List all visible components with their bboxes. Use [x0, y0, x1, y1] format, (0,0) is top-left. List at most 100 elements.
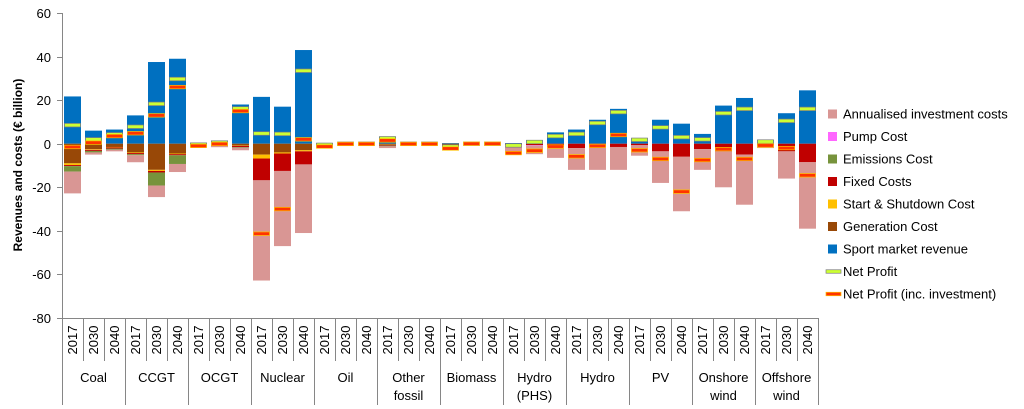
category-axis-layer: 2017 2030 2040 2017 2030 2040 2017 2030 2040 2017…: [62, 318, 819, 405]
bar-sport-market-revenue-hydro-2030: [589, 119, 606, 144]
year-label: 2030: [779, 326, 794, 355]
bar-generation-cost-coal-2030: [85, 143, 102, 150]
marker-net-profit-inc-investment-other-fossil-2030: [400, 141, 417, 147]
marker-net-profit-inc-investment-hydro-phs-2017: [505, 150, 522, 156]
marker-net-profit-hydro-2017: [568, 131, 585, 137]
marker-net-profit-inc-investment-nuclear-2030: [274, 206, 291, 212]
marker-net-profit-inc-investment-ccgt-2040: [169, 84, 186, 90]
year-label: 2017: [191, 326, 206, 355]
marker-net-profit-inc-investment-ccgt-2030: [148, 113, 165, 118]
bar-generation-cost-ccgt-2030: [148, 143, 165, 170]
year-label: 2017: [695, 326, 710, 355]
legend-swatch: [828, 154, 837, 164]
bar-sport-market-revenue-ccgt-2040: [169, 58, 186, 144]
bar-generation-cost-ocgt-2040: [232, 143, 249, 146]
bar-fixed-costs-nuclear-2017: [253, 158, 270, 181]
group-label-pv: PV: [651, 370, 670, 385]
bar-annualised-investment-costs-onshore-wind-2040: [736, 154, 753, 205]
group-label-oil: Oil: [337, 370, 354, 385]
bar-emissions-cost-ocgt-2040: [232, 146, 249, 148]
legend-swatch: [828, 132, 837, 141]
bar-generation-cost-nuclear-2040: [295, 143, 312, 151]
bar-fixed-costs-pv-2040: [673, 143, 690, 157]
legend-label: Emissions Cost: [843, 152, 933, 167]
y-axis-title: Revenues and costs (€ billion): [11, 79, 25, 252]
marker-net-profit-inc-investment-oil-2040: [358, 141, 375, 147]
bar-fixed-costs-nuclear-2030: [274, 153, 291, 171]
y-tick-label: -20: [32, 180, 51, 195]
bar-start-shutdown-cost-nuclear-2040: [295, 150, 312, 152]
bar-annualised-investment-costs-ocgt-2040: [232, 147, 249, 151]
marker-net-profit-onshore-wind-2040: [736, 106, 753, 111]
year-label: 2030: [86, 326, 101, 355]
bar-generation-cost-nuclear-2030: [274, 143, 291, 153]
y-tick-label: -80: [32, 311, 51, 326]
marker-net-profit-onshore-wind-2017: [694, 137, 711, 142]
marker-net-profit-inc-investment-hydro-phs-2040: [547, 144, 564, 149]
bar-fixed-costs-onshore-wind-2017: [694, 143, 711, 150]
legend-label: Generation Cost: [843, 219, 938, 234]
bar-annualised-investment-costs-ccgt-2017: [127, 155, 144, 163]
y-tick-label: -40: [32, 224, 51, 239]
legend-swatch: [828, 244, 837, 254]
year-label: 2017: [506, 326, 521, 355]
marker-net-profit-inc-investment-nuclear-2040: [295, 137, 312, 142]
bar-sport-market-revenue-coal-2017: [64, 96, 81, 144]
bar-fixed-costs-coal-2030: [85, 149, 102, 151]
legend-swatch: [828, 222, 837, 231]
marker-net-profit-inc-investment-pv-2040: [673, 189, 690, 194]
bar-fixed-costs-other-fossil-2017: [379, 145, 396, 146]
marker-net-profit-pv-2040: [673, 135, 690, 140]
bar-fixed-costs-nuclear-2040: [295, 151, 312, 165]
bar-annualised-investment-costs-hydro-phs-2017: [505, 145, 522, 155]
bar-annualised-investment-costs-hydro-phs-2040: [547, 147, 564, 158]
legend: Annualised investment costs Pump Cost Emis…: [825, 107, 1008, 302]
bar-fixed-costs-offshore-wind-2040: [799, 143, 816, 163]
y-tick-label: 0: [44, 137, 51, 152]
year-label: 2030: [590, 326, 605, 355]
group-label-offshore-wind: Offshore wind: [761, 370, 812, 403]
marker-net-profit-hydro-phs-2017: [505, 143, 522, 148]
marker-net-profit-inc-investment-other-fossil-2017: [379, 138, 396, 143]
marker-net-profit-inc-investment-coal-2017: [64, 144, 81, 150]
bar-fixed-costs-onshore-wind-2040: [736, 143, 753, 155]
bar-fixed-costs-pv-2030: [652, 143, 669, 152]
marker-net-profit-hydro-phs-2030: [526, 139, 543, 145]
year-label: 2030: [464, 326, 479, 355]
bar-sport-market-revenue-hydro-2017: [568, 129, 585, 144]
marker-net-profit-inc-investment-biomass-2040: [484, 141, 501, 146]
bar-generation-cost-other-fossil-2017: [379, 143, 396, 145]
marker-net-profit-inc-investment-oil-2030: [337, 141, 354, 147]
bar-sport-market-revenue-ccgt-2017: [127, 115, 144, 144]
bar-annualised-investment-costs-offshore-wind-2030: [778, 151, 795, 179]
bar-annualised-investment-costs-coal-2017: [64, 171, 81, 194]
bar-sport-market-revenue-pv-2040: [673, 123, 690, 144]
legend-label: Annualised investment costs: [843, 107, 1008, 122]
marker-net-profit-nuclear-2017: [253, 131, 270, 136]
bar-sport-market-revenue-onshore-wind-2040: [736, 97, 753, 144]
bar-fixed-costs-ccgt-2030: [148, 170, 165, 173]
bar-sport-market-revenue-offshore-wind-2040: [799, 90, 816, 144]
bar-annualised-investment-costs-ccgt-2040: [169, 163, 186, 173]
year-label: 2030: [716, 326, 731, 355]
marker-net-profit-inc-investment-ocgt-2040: [232, 108, 249, 114]
marker-net-profit-inc-investment-biomass-2017: [442, 146, 459, 151]
bar-start-shutdown-cost-nuclear-2030: [274, 152, 291, 154]
marker-net-profit-pv-2017: [631, 137, 648, 142]
bar-fixed-costs-pv-2017: [631, 143, 648, 146]
marker-net-profit-nuclear-2030: [274, 131, 291, 137]
y-tick-label: 20: [37, 93, 51, 108]
legend-item-emissions-cost: Emissions Cost: [828, 152, 933, 167]
marker-net-profit-inc-investment-oil-2017: [316, 144, 333, 149]
bar-annualised-investment-costs-nuclear-2017: [253, 180, 270, 281]
bar-annualised-investment-costs-offshore-wind-2040: [799, 162, 816, 229]
bar-generation-cost-ccgt-2017: [127, 143, 144, 153]
bar-sport-market-revenue-ocgt-2040: [232, 104, 249, 144]
year-label: 2040: [359, 326, 374, 355]
year-label: 2017: [569, 326, 584, 355]
marker-net-profit-inc-investment-hydro-phs-2030: [526, 148, 543, 153]
marker-net-profit-nuclear-2040: [295, 68, 312, 73]
marker-net-profit-offshore-wind-2030: [778, 118, 795, 123]
